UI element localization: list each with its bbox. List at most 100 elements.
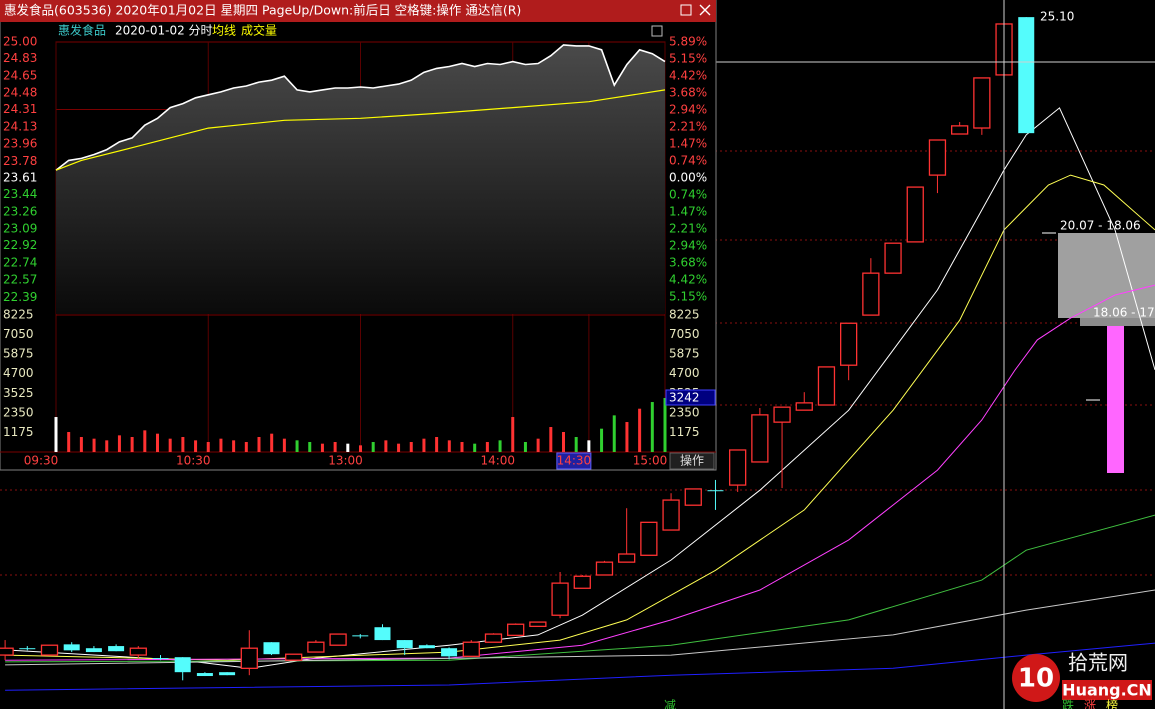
candle-body — [817, 366, 836, 406]
candle-body — [840, 322, 858, 366]
volume-bar — [295, 440, 299, 452]
average-line — [55, 89, 666, 171]
candle-body — [973, 77, 991, 129]
y-tick-label: 4700 — [3, 366, 34, 380]
volume-bar — [346, 443, 350, 452]
volume-bar — [143, 430, 147, 452]
volume-bar — [562, 432, 565, 452]
y2-tick-label: 5875 — [669, 347, 700, 361]
volume-bar — [397, 443, 401, 452]
volume-bar — [587, 440, 591, 452]
moving-average-line — [5, 589, 1155, 666]
candle-body — [0, 647, 14, 656]
x-tick-label: 13:00 — [328, 454, 363, 468]
candle-body — [63, 644, 80, 651]
y-tick-label: 24.83 — [3, 51, 37, 65]
volume-bar — [511, 417, 515, 452]
candle-body — [240, 647, 258, 669]
watermark: 10 拾荒网 Huang.CN — [1012, 651, 1152, 702]
y2-tick-label: 0.00% — [669, 171, 707, 185]
candle-body — [108, 646, 125, 652]
site-name: 拾荒网 — [1068, 651, 1128, 675]
volume-bar — [473, 443, 477, 452]
current-value: 3242 — [669, 390, 700, 404]
candle-body — [729, 449, 747, 486]
y2-tick-label: 1.47% — [669, 204, 707, 218]
y-tick-label: 24.65 — [3, 69, 37, 83]
y2-tick-label: 1.47% — [669, 137, 707, 151]
volume-bar — [447, 440, 451, 452]
candle-body — [795, 402, 813, 411]
y2-tick-label: 2.21% — [669, 119, 707, 133]
candle-body — [773, 406, 791, 423]
volume-bar — [168, 438, 172, 452]
y-tick-label: 25.00 — [3, 35, 37, 49]
y-tick-label: 2350 — [3, 405, 34, 419]
y2-tick-label: 0.74% — [669, 153, 707, 167]
cursor-time-box — [556, 452, 592, 470]
y-tick-label: 7050 — [3, 327, 34, 341]
close-button[interactable] — [699, 4, 711, 16]
candle-body — [507, 623, 525, 637]
current-value-box — [665, 389, 716, 406]
volume-bar — [105, 440, 109, 452]
volume-bar — [79, 437, 83, 452]
volume-bar — [206, 442, 210, 452]
legend-entry: 均线 — [212, 24, 236, 38]
footer-text: 涨 — [1084, 698, 1096, 709]
area-fill — [56, 44, 665, 315]
volume-bar — [600, 428, 604, 452]
y-tick-label: 5875 — [3, 347, 34, 361]
y2-tick-label: 5.15% — [669, 289, 707, 303]
candle-body — [374, 627, 391, 641]
y2-tick-label: 2.94% — [669, 103, 707, 117]
volume-bar — [92, 438, 96, 452]
logo: 10 — [1018, 664, 1054, 694]
y-tick-label: 23.26 — [3, 205, 37, 219]
volume-bar — [156, 433, 159, 452]
annotation: 18.06 - 17.88 — [1093, 306, 1155, 320]
candle-body — [906, 186, 924, 243]
volume-bar — [485, 442, 489, 452]
y2-tick-label: 3.68% — [669, 86, 707, 100]
intraday-window: 惠发食品(603536) 2020年01月02日 星期四 PageUp/Down… — [0, 0, 717, 471]
toggle-icon[interactable] — [651, 25, 663, 37]
candle-body — [662, 499, 680, 531]
action-button[interactable] — [669, 452, 715, 470]
x-tick-label: 14:30 — [557, 454, 592, 468]
y2-tick-label: 4.42% — [669, 68, 707, 82]
volume-bar — [460, 442, 464, 452]
volume-bar — [194, 440, 198, 452]
volume-bar — [244, 442, 248, 452]
y-tick-label: 3525 — [3, 386, 34, 400]
y-tick-label: 22.39 — [3, 290, 37, 304]
volume-bar — [371, 442, 375, 452]
volume-bar — [359, 445, 362, 452]
y-tick-label: 23.78 — [3, 154, 37, 168]
y-tick-label: 1175 — [3, 425, 34, 439]
y-tick-label: 22.74 — [3, 256, 37, 270]
candle-body — [219, 672, 236, 676]
candle-body — [462, 641, 480, 657]
volume-bar — [422, 438, 426, 452]
candle-body — [441, 648, 458, 657]
footer-text: 跌 — [1062, 698, 1074, 709]
y2-tick-label: 8225 — [669, 308, 700, 322]
volume-bar — [498, 440, 502, 452]
volume-bar — [54, 417, 58, 452]
candle-body — [862, 272, 880, 316]
candle-body — [85, 648, 102, 653]
candle-body — [484, 633, 503, 643]
y-tick-label: 24.31 — [3, 102, 37, 116]
volume-bar — [638, 408, 642, 452]
maximize-button[interactable] — [680, 4, 692, 16]
candle-body — [418, 645, 435, 649]
chip-zone — [1080, 318, 1155, 326]
y2-tick-label: 2.94% — [669, 238, 707, 252]
candle-body — [307, 641, 325, 653]
annotation: 25.10 — [1040, 10, 1074, 24]
y2-tick-label: 1175 — [669, 425, 700, 439]
action-label[interactable]: 操作 — [680, 453, 704, 468]
candle-body — [573, 575, 591, 589]
y-tick-label: 23.96 — [3, 136, 37, 150]
